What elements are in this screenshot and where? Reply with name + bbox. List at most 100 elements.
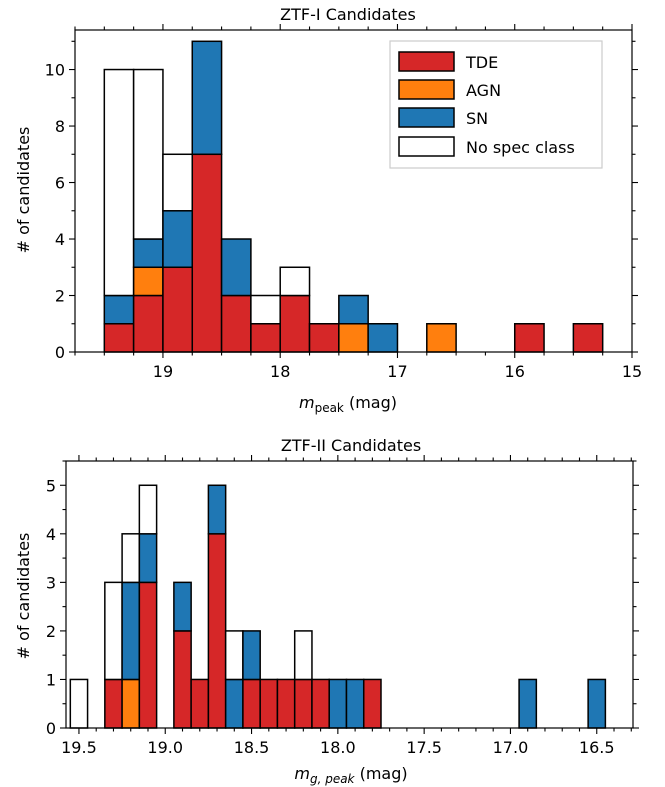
y-axis-label: # of candidates — [14, 533, 33, 660]
y-tick-label: 2 — [55, 287, 65, 306]
x-tick-label: 16.5 — [579, 738, 615, 757]
bar-sn — [138, 533, 158, 584]
legend-entry-no-spec-class: No spec class — [398, 136, 575, 157]
x-axis-label-unit: (mag) — [355, 764, 408, 783]
legend-swatch-sn — [398, 107, 455, 128]
bar-sn — [587, 678, 607, 729]
y-tick-label: 6 — [55, 174, 65, 193]
x-tick-label: 18.5 — [234, 738, 270, 757]
bar-tde — [276, 678, 296, 729]
y-tick-label: 2 — [46, 622, 56, 641]
plot-frame — [65, 460, 634, 729]
x-tick-label: 19.0 — [147, 738, 183, 757]
panel-ztf-ii: ZTF-II Candidates 19.5 19.0 18.5 18.0 17.5 17… — [14, 436, 639, 786]
bars — [103, 40, 604, 353]
bar-sn — [242, 630, 261, 681]
x-axis-label-subscript: g, peak — [310, 772, 356, 786]
x-tick-label: 18.0 — [320, 738, 356, 757]
bar-no-spec-class — [224, 630, 244, 681]
bar-no-spec-class — [69, 678, 89, 729]
x-axis-label: mpeak (mag) — [299, 393, 397, 415]
bar-tde — [138, 581, 158, 729]
bars — [69, 484, 607, 729]
bar-sn — [367, 323, 399, 353]
bar-sn — [207, 484, 227, 535]
bar-no-spec-class — [104, 581, 123, 681]
bar-tde — [279, 294, 311, 353]
legend: TDE AGN SN No spec class — [389, 40, 603, 169]
bar-tde — [104, 678, 123, 729]
bar-tde — [311, 678, 330, 729]
y-tick-label: 4 — [46, 525, 56, 544]
bar-tde — [242, 678, 261, 729]
bar-agn — [426, 323, 457, 353]
x-tick-label: 16 — [505, 362, 525, 381]
bar-no-spec-class — [279, 266, 311, 297]
legend-entry-tde: TDE — [398, 51, 498, 72]
legend-label-tde: TDE — [465, 53, 498, 72]
x-axis-label: mg, peak (mag) — [294, 764, 407, 786]
bar-no-spec-class — [121, 533, 141, 584]
x-tick-label: 19 — [153, 362, 173, 381]
bar-tde — [220, 294, 252, 353]
bar-tde — [362, 678, 382, 729]
bar-tde — [207, 533, 227, 729]
bar-tde — [259, 678, 279, 729]
bar-no-spec-class — [103, 68, 135, 297]
bar-tde — [513, 323, 545, 353]
y-tick-label: 8 — [55, 117, 65, 136]
chart-title: ZTF-II Candidates — [281, 436, 421, 455]
legend-swatch-no-spec-class — [398, 136, 455, 157]
y-tick-label: 1 — [46, 670, 56, 689]
x-axis-label-main: m — [299, 393, 315, 412]
y-tick-label: 0 — [46, 719, 56, 738]
bar-tde — [162, 266, 194, 353]
bar-no-spec-class — [138, 484, 158, 535]
y-tick-label: 10 — [45, 61, 65, 80]
bar-sn — [224, 678, 244, 729]
bar-tde — [103, 323, 135, 353]
bar-sn — [338, 294, 369, 325]
bar-sn — [173, 581, 192, 632]
bar-no-spec-class — [162, 153, 194, 212]
bar-tde — [308, 323, 340, 353]
legend-label-sn: SN — [466, 109, 488, 128]
y-tick-label: 0 — [55, 343, 65, 362]
bar-sn — [220, 238, 252, 297]
bar-tde — [190, 678, 210, 729]
bar-agn — [121, 678, 141, 729]
y-tick-label: 4 — [55, 230, 65, 249]
x-axis-label-subscript: peak — [315, 401, 344, 415]
panel-ztf-i: ZTF-I Candidates 19 18 17 16 15 0 2 4 6 8 10 mpeak… — [14, 5, 642, 415]
bar-no-spec-class — [132, 68, 164, 240]
x-axis-label-unit: (mag) — [344, 393, 397, 412]
bar-sn — [162, 210, 194, 269]
legend-label-no-spec-class: No spec class — [466, 138, 575, 157]
bar-no-spec-class — [293, 630, 313, 681]
x-tick-label: 17.0 — [493, 738, 529, 757]
bar-tde — [191, 153, 223, 353]
chart-title: ZTF-I Candidates — [280, 5, 416, 24]
legend-swatch-tde — [398, 51, 455, 72]
x-tick-label: 15 — [622, 362, 642, 381]
plot-frame — [74, 29, 633, 353]
bar-no-spec-class — [250, 294, 281, 325]
bar-sn — [345, 678, 365, 729]
bar-agn — [338, 323, 369, 353]
x-tick-label: 19.5 — [61, 738, 97, 757]
axes: 19 18 17 16 15 0 2 4 6 8 10 — [45, 24, 642, 381]
bar-sn — [121, 581, 141, 681]
legend-swatch-agn — [398, 79, 455, 100]
legend-label-agn: AGN — [466, 81, 501, 100]
y-tick-label: 3 — [46, 573, 56, 592]
y-axis-label: # of candidates — [14, 127, 33, 254]
bar-tde — [250, 323, 281, 353]
legend-entry-agn: AGN — [398, 79, 501, 100]
bar-sn — [103, 294, 135, 325]
bar-tde — [132, 294, 164, 353]
x-tick-label: 17 — [387, 362, 407, 381]
x-tick-label: 18 — [270, 362, 290, 381]
bar-sn — [191, 40, 223, 156]
axes: 19.5 19.0 18.5 18.0 17.5 17.0 16.5 0 1 2 3 4 5 — [46, 455, 639, 757]
